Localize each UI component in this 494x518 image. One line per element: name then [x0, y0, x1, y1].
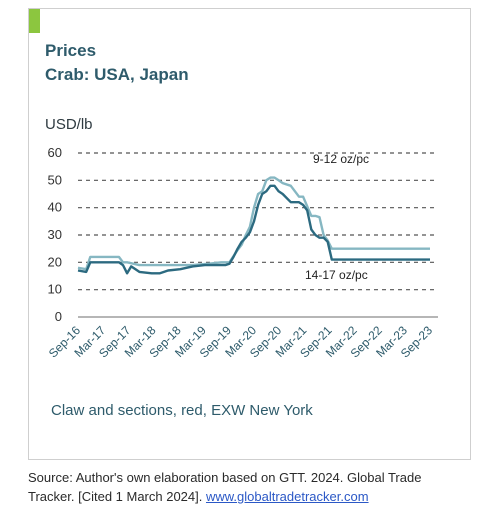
y-axis-label: USD/lb: [45, 116, 93, 133]
y-tick-label: 40: [48, 200, 62, 215]
chart-note: Claw and sections, red, EXW New York: [51, 402, 313, 419]
chart-subtitle: Crab: USA, Japan: [45, 65, 189, 84]
y-tick-label: 30: [48, 227, 62, 242]
source-link[interactable]: www.globaltradetracker.com: [205, 489, 369, 504]
chart-title: Prices: [45, 41, 97, 60]
y-tick-label: 10: [48, 282, 62, 297]
annotation-9-12: 9-12 oz/pc: [313, 152, 369, 166]
series-line-14-17: [77, 184, 430, 275]
series-line-9-12: [77, 176, 430, 271]
price-line-chart: 0102030405060Sep-16Mar-17Sep-17Mar-18Sep…: [46, 145, 438, 360]
y-tick-label: 0: [55, 309, 62, 324]
source-text: Source: Author's own elaboration based o…: [28, 470, 422, 504]
annotation-14-17: 14-17 oz/pc: [305, 268, 368, 282]
y-tick-label: 20: [48, 254, 62, 269]
source-note: Source: Author's own elaboration based o…: [28, 468, 468, 506]
y-tick-label: 60: [48, 145, 62, 160]
y-tick-label: 50: [48, 172, 62, 187]
accent-bar: [29, 9, 40, 33]
chart-panel: Prices Crab: USA, Japan USD/lb Claw and …: [28, 8, 471, 460]
